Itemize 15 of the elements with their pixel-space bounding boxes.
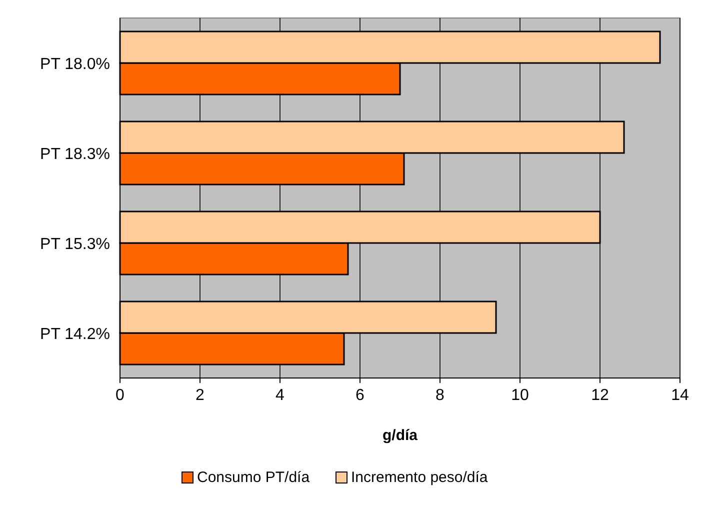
x-tick-label: 0	[116, 387, 125, 404]
legend-label: Incremento peso/día	[351, 469, 488, 486]
x-tick-label: 4	[276, 387, 285, 404]
x-tick-label: 14	[671, 387, 689, 404]
x-tick-label: 6	[356, 387, 365, 404]
y-tick-label: PT 15.3%	[40, 236, 110, 253]
x-axis-title: g/día	[382, 427, 418, 444]
x-tick-label: 10	[511, 387, 529, 404]
y-tick-label: PT 14.2%	[40, 326, 110, 343]
y-tick-label: PT 18.3%	[40, 146, 110, 163]
y-tick-label: PT 18.0%	[40, 56, 110, 73]
x-tick-label: 2	[196, 387, 205, 404]
x-tick-label: 12	[591, 387, 609, 404]
x-tick-label: 8	[436, 387, 445, 404]
legend-label: Consumo PT/día	[197, 469, 310, 486]
